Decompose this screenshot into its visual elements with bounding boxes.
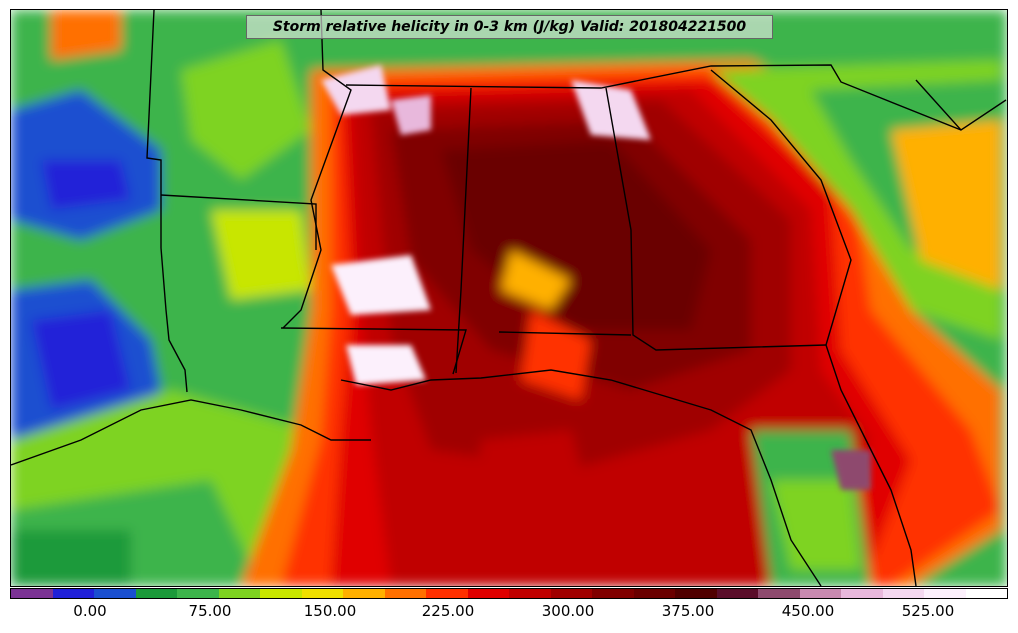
colorbar-segment <box>841 589 883 598</box>
colorbar <box>10 588 1008 599</box>
tick-label: 375.00 <box>661 602 715 620</box>
tick-label: 0.00 <box>73 602 107 620</box>
tick-label: 225.00 <box>421 602 475 620</box>
tick-label: 450.00 <box>781 602 835 620</box>
colorbar-segment <box>509 589 551 598</box>
colorbar-segment <box>260 589 302 598</box>
tick-label: 75.00 <box>188 602 232 620</box>
colorbar-segment <box>799 589 841 598</box>
boundary-lines <box>11 10 1007 586</box>
colorbar-segment <box>426 589 468 598</box>
colorbar-segment <box>301 589 343 598</box>
colorbar-segment <box>343 589 385 598</box>
colorbar-segment <box>716 589 758 598</box>
colorbar-segment <box>94 589 136 598</box>
colorbar-segment <box>882 589 924 598</box>
colorbar-segment <box>177 589 219 598</box>
colorbar-segment <box>52 589 94 598</box>
tick-label: 300.00 <box>541 602 595 620</box>
colorbar-segment <box>11 589 53 598</box>
colorbar-segment <box>218 589 260 598</box>
colorbar-segment <box>965 589 1007 598</box>
colorbar-segment <box>675 589 717 598</box>
tick-label: 525.00 <box>901 602 955 620</box>
colorbar-segment <box>384 589 426 598</box>
extreme-helicity-blobs <box>321 65 871 490</box>
tick-label: 150.00 <box>303 602 357 620</box>
helicity-field <box>11 10 1007 586</box>
map-title: Storm relative helicity in 0-3 km (J/kg)… <box>246 15 773 39</box>
colorbar-segment <box>633 589 675 598</box>
colorbar-segment <box>758 589 800 598</box>
colorbar-segment <box>924 589 966 598</box>
colorbar-segment <box>135 589 177 598</box>
colorbar-segment <box>550 589 592 598</box>
colorbar-segment <box>592 589 634 598</box>
helicity-map[interactable] <box>10 9 1008 587</box>
colorbar-segment <box>467 589 509 598</box>
